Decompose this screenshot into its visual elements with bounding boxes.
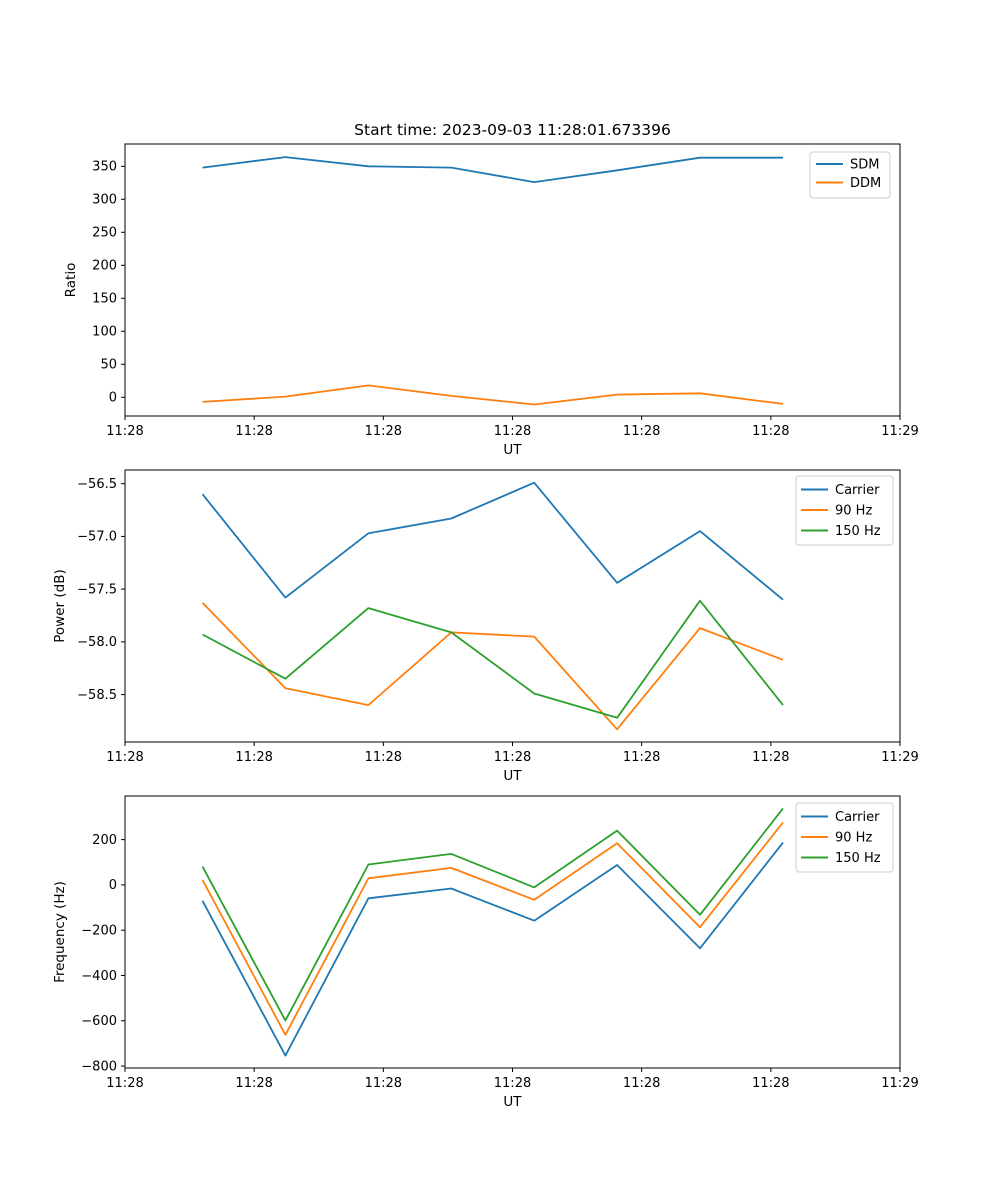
axes-frame	[124, 469, 901, 743]
x-tick-label: 11:29	[881, 424, 918, 439]
x-tick-label: 11:28	[365, 1076, 402, 1091]
x-tick-label: 11:28	[752, 750, 789, 765]
y-tick-label: −58.0	[77, 635, 117, 650]
y-tick-label: −200	[81, 923, 117, 938]
x-axis-label: UT	[503, 442, 522, 458]
series-line-150-hz	[201, 807, 784, 1022]
x-tick-label: 11:28	[106, 424, 143, 439]
legend-box	[795, 475, 894, 546]
y-tick-label: 0	[109, 391, 117, 406]
y-axis-label: Frequency (Hz)	[52, 881, 68, 983]
legend: Carrier 90 Hz 150 Hz	[795, 802, 894, 873]
x-axis-label: UT	[503, 768, 522, 784]
x-tick-label: 11:28	[235, 750, 272, 765]
y-tick-label: −600	[81, 1014, 117, 1029]
y-axis-label: Power (dB)	[52, 569, 68, 642]
y-tick-label: 200	[92, 259, 117, 274]
axes-frame	[124, 795, 901, 1069]
y-tick-label: −57.0	[77, 530, 117, 545]
series-line-carrier	[201, 842, 784, 1057]
y-tick-label: 150	[92, 292, 117, 307]
x-tick-label: 11:28	[494, 750, 531, 765]
x-tick-label: 11:28	[752, 424, 789, 439]
legend-entry-label: 150 Hz	[835, 524, 881, 539]
y-tick-label: −58.5	[77, 688, 117, 703]
figure-title: Start time: 2023-09-03 11:28:01.673396	[354, 121, 671, 139]
legend-entry-label: 150 Hz	[835, 851, 881, 866]
y-tick-label: 250	[92, 226, 117, 241]
x-tick-label: 11:28	[235, 424, 272, 439]
subplot-frequency: 200 0 −200 −400 −600 −800 11:28 11:28 11:28 11:28…	[52, 795, 919, 1110]
y-tick-label: −400	[81, 969, 117, 984]
y-axis-label: Ratio	[63, 263, 79, 298]
legend-entry-label: 90 Hz	[835, 503, 872, 518]
series-line-150-hz	[202, 599, 784, 719]
x-tick-label: 11:28	[106, 750, 143, 765]
x-tick-label: 11:29	[881, 750, 918, 765]
y-tick-label: −57.5	[77, 582, 117, 597]
legend: Carrier 90 Hz 150 Hz	[795, 475, 894, 546]
y-tick-label: 50	[100, 358, 117, 373]
x-tick-label: 11:28	[365, 750, 402, 765]
x-tick-label: 11:28	[365, 424, 402, 439]
series-line-90-hz	[201, 602, 784, 731]
legend-entry-label: Carrier	[835, 810, 880, 825]
axes-frame	[124, 143, 901, 417]
x-tick-label: 11:28	[752, 1076, 789, 1091]
x-tick-label: 11:28	[623, 1076, 660, 1091]
legend-entry-label: Carrier	[835, 483, 880, 498]
y-tick-label: −800	[81, 1059, 117, 1074]
series-line-sdm	[202, 156, 783, 184]
x-tick-label: 11:28	[623, 750, 660, 765]
legend-entry-label: DDM	[850, 176, 881, 191]
y-tick-label: 300	[92, 193, 117, 208]
x-tick-label: 11:28	[494, 424, 531, 439]
x-tick-label: 11:28	[235, 1076, 272, 1091]
x-tick-label: 11:29	[881, 1076, 918, 1091]
y-tick-label: −56.5	[77, 477, 117, 492]
x-axis-label: UT	[503, 1094, 522, 1110]
series-line-carrier	[201, 481, 784, 601]
y-tick-label: 0	[109, 878, 117, 893]
y-tick-label: 100	[92, 325, 117, 340]
legend-entry-label: 90 Hz	[835, 830, 872, 845]
subplot-ratio: 350 300 250 200 150 100 50 0 11:28 11:28 11:28 11:2…	[63, 143, 919, 458]
legend-entry-label: SDM	[850, 157, 879, 172]
series-line-90-hz	[201, 821, 784, 1036]
subplot-power: −56.5 −57.0 −57.5 −58.0 −58.5 11:28 11:28 11:28…	[52, 469, 919, 784]
y-tick-label: 350	[92, 160, 117, 175]
legend-box	[795, 802, 894, 873]
x-tick-label: 11:28	[106, 1076, 143, 1091]
legend: SDM DDM	[809, 151, 891, 199]
y-tick-label: 200	[92, 833, 117, 848]
x-tick-label: 11:28	[623, 424, 660, 439]
x-tick-label: 11:28	[494, 1076, 531, 1091]
series-line-ddm	[202, 384, 784, 406]
